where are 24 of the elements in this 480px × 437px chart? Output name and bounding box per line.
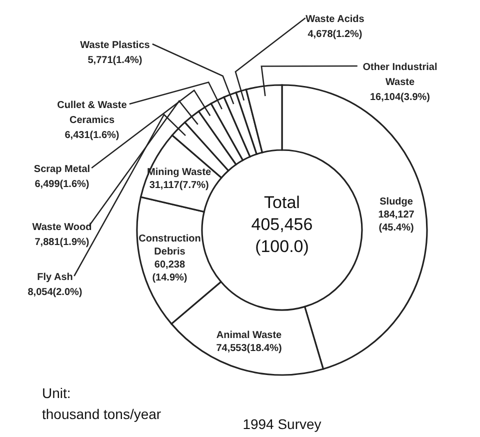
- slice-label: Construction Debris: [138, 234, 201, 258]
- data-label: 60,238(14.9%): [152, 260, 188, 284]
- slice-label: Waste Wood: [32, 222, 92, 233]
- data-label: 6,499(1.6%): [34, 179, 90, 190]
- slice-label: Scrap Metal: [34, 164, 90, 175]
- text: Total 405,456 (100.0): [251, 193, 313, 256]
- data-label: 6,431(1.6%): [64, 130, 120, 141]
- data-label: 5,771(1.4%): [88, 55, 142, 66]
- slice-label: Waste Acids: [306, 14, 365, 25]
- data-label: 74,553(18.4%): [216, 343, 282, 354]
- slice-label: Sludge: [380, 196, 414, 208]
- data-label: 31,117(7.7%): [149, 180, 209, 192]
- slice-label: Waste Plastics: [80, 40, 150, 51]
- slice-label: Cullet & Waste Ceramics: [57, 100, 128, 126]
- slice-label: Other Industrial Waste: [362, 62, 438, 88]
- slice-label: Animal Waste: [216, 330, 282, 342]
- data-label: 16,104(3.9%): [370, 92, 430, 103]
- slice-label: Fly Ash: [37, 272, 73, 283]
- data-label: 4,678(1.2%): [308, 29, 362, 40]
- data-label: 184,127(45.4%): [378, 209, 415, 234]
- data-label: 7,881(1.9%): [34, 237, 90, 248]
- text: 1994 Survey: [242, 416, 322, 432]
- data-label: 8,054(2.0%): [28, 287, 82, 298]
- text: Unit: thousand tons/year: [42, 385, 162, 422]
